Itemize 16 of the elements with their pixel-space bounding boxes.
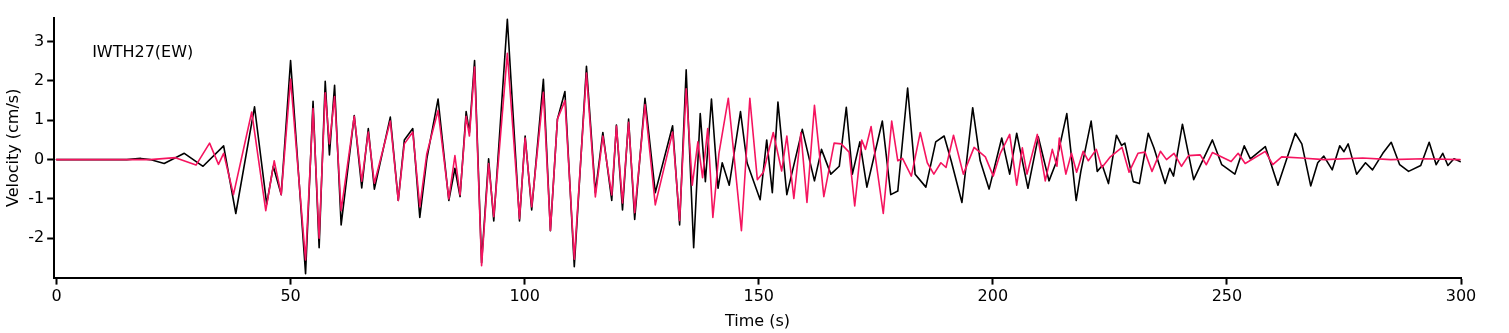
y-axis-title: Velocity (cm/s) bbox=[2, 88, 22, 208]
x-tick-label: 200 bbox=[977, 286, 1009, 306]
annotation: IWTH27(EW) bbox=[92, 42, 194, 62]
x-tick-label: 50 bbox=[280, 286, 301, 306]
x-tick-label: 250 bbox=[1211, 286, 1243, 306]
x-axis-title: Time (s) bbox=[724, 310, 791, 330]
x-tick-label: 150 bbox=[743, 286, 775, 306]
y-tick-label: 0 bbox=[33, 148, 45, 168]
y-tick-label: 3 bbox=[33, 30, 45, 50]
y-tick-label: -1 bbox=[28, 188, 45, 208]
x-tick-label: 300 bbox=[1445, 286, 1477, 306]
y-tick-label: -2 bbox=[28, 227, 45, 247]
y-tick-label: 1 bbox=[33, 109, 45, 129]
x-tick-label: 100 bbox=[509, 286, 540, 306]
x-tick-label: 0 bbox=[51, 286, 62, 306]
y-tick-label: 2 bbox=[33, 70, 45, 90]
